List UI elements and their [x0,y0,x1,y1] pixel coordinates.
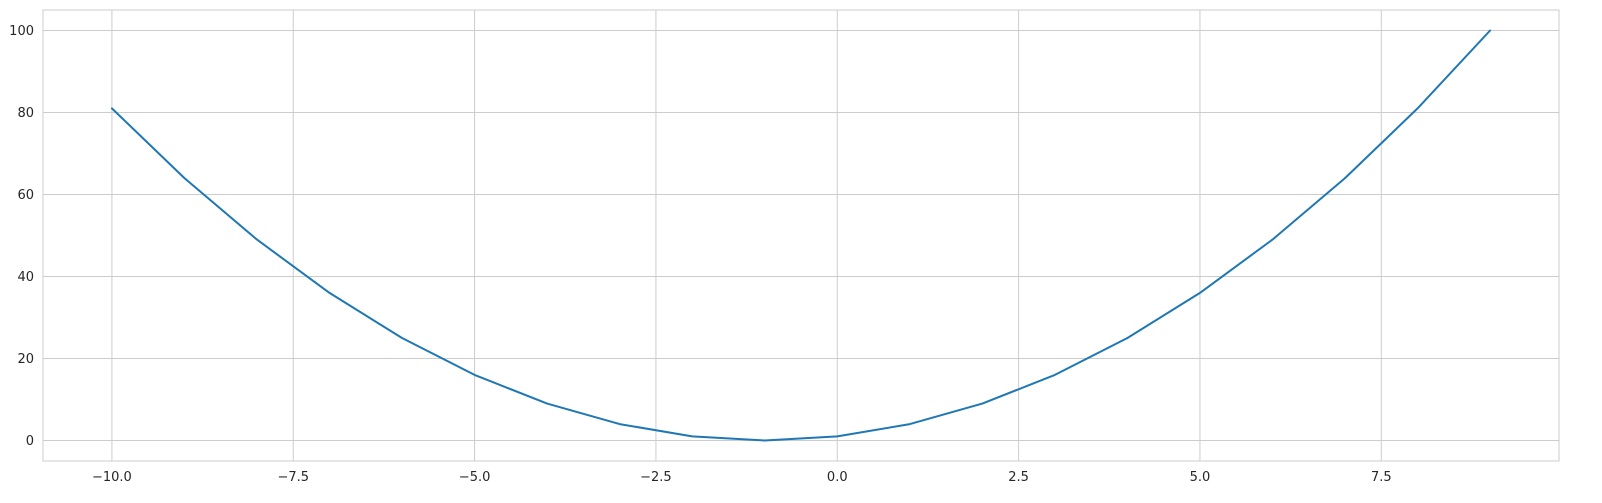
y-tick-label: 80 [17,106,34,121]
x-tick-label: 0.0 [827,470,848,485]
x-tick-label: −10.0 [92,470,132,485]
x-tick-label: 5.0 [1190,470,1211,485]
y-tick-label: 60 [17,188,34,203]
plot-area-frame [42,9,1560,462]
y-tick-label: 20 [17,352,34,367]
y-tick-label: 100 [9,24,34,39]
x-tick-label: 2.5 [1008,470,1029,485]
series-layer [110,29,1492,442]
x-axis-tick-labels: −10.0 −7.5 −5.0 −2.5 0.0 2.5 5.0 7.5 [92,470,1392,485]
y-tick-label: 0 [26,434,34,449]
x-tick-label: −7.5 [277,470,309,485]
x-tick-label: −2.5 [640,470,672,485]
x-gridlines [111,10,1382,461]
x-tick-label: 7.5 [1371,470,1392,485]
y-gridlines [43,30,1559,441]
y-tick-label: 40 [17,270,34,285]
y-axis-tick-labels: 0 20 40 60 80 100 [9,24,34,449]
series-line [110,29,1492,442]
x-tick-label: −5.0 [459,470,491,485]
